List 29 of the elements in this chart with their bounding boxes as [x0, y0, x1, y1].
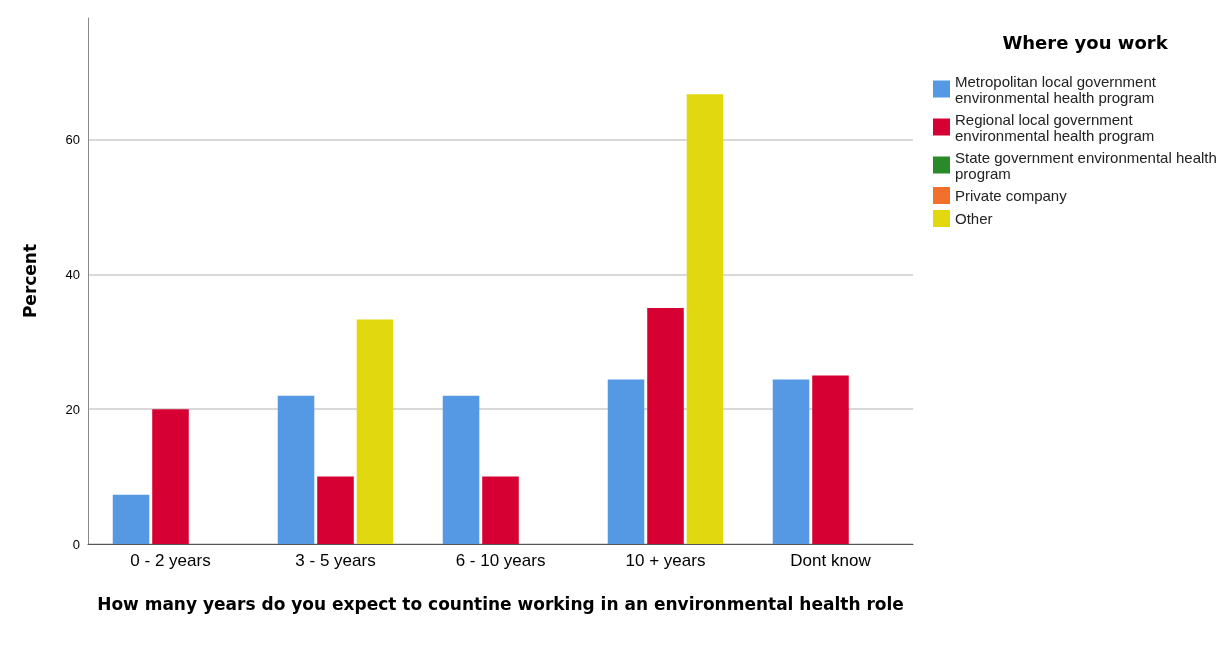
- bar: [152, 409, 189, 544]
- legend-label: Other: [955, 210, 993, 227]
- bar: [356, 319, 394, 544]
- x-tick-label: 10 + years: [625, 551, 706, 570]
- legend-title: Where you work: [1002, 31, 1169, 53]
- x-tick-label: 3 - 5 years: [295, 551, 376, 570]
- y-tick-label: 0: [72, 536, 80, 552]
- legend-label: State government environmental health program: [955, 148, 1221, 182]
- bar: [277, 395, 315, 544]
- bar: [607, 379, 645, 544]
- bar: [482, 476, 519, 544]
- x-tick-label: 6 - 10 years: [455, 551, 546, 570]
- legend-label: Metropolitan local government environmental health program: [955, 72, 1161, 106]
- x-tick-label: 0 - 2 years: [130, 551, 211, 570]
- y-tick-label: 20: [65, 401, 80, 417]
- legend-label: Regional local government environmental health program: [955, 110, 1155, 144]
- y-axis-title: Percent: [19, 243, 40, 319]
- bar: [112, 494, 150, 544]
- y-tick-label: 60: [65, 131, 80, 147]
- x-axis-title: How many years do you expect to countine working in an environmental health role: [97, 594, 904, 614]
- bar: [812, 375, 849, 544]
- bar: [317, 476, 354, 544]
- legend-label: Private company: [955, 187, 1068, 204]
- bar: [686, 94, 724, 544]
- y-tick-label: 40: [65, 266, 80, 282]
- bar: [442, 395, 480, 544]
- bar: [772, 379, 810, 544]
- x-tick-label: Dont know: [790, 551, 872, 570]
- bar: [647, 307, 684, 544]
